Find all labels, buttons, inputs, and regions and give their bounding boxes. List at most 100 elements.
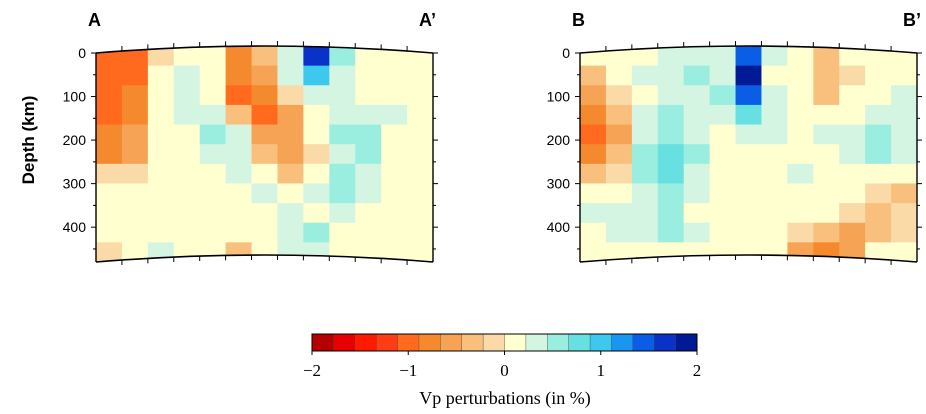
heatmap-cell <box>580 183 607 204</box>
frame-ticks <box>575 41 922 266</box>
heatmap-cell <box>761 163 788 185</box>
heatmap-cell <box>683 104 711 126</box>
heatmap-cell <box>580 163 607 185</box>
heatmap-cell <box>891 203 917 224</box>
heatmap-cell <box>865 65 892 86</box>
colorbar-swatch <box>333 333 356 352</box>
heatmap-cell <box>96 242 123 262</box>
heatmap-cell <box>303 183 330 204</box>
heatmap-cell <box>121 144 149 165</box>
heatmap-cell <box>605 242 633 262</box>
heatmap-cell <box>787 65 814 86</box>
heatmap-cell <box>147 85 175 106</box>
heatmap-cell <box>277 85 304 106</box>
heatmap-cell <box>709 144 737 165</box>
heatmap-cell <box>787 144 814 165</box>
heatmap-cell <box>277 163 304 185</box>
heatmap-cell <box>735 85 763 106</box>
heatmap-cell <box>813 144 840 165</box>
heatmap-cell <box>225 242 253 262</box>
heatmap-cell <box>251 144 279 165</box>
heatmap-cell <box>329 65 356 86</box>
heatmap-cell <box>813 163 840 185</box>
heatmap-cell <box>605 163 633 185</box>
heatmap-cell <box>381 104 408 126</box>
heatmap-cell <box>173 203 201 224</box>
heatmap-cell <box>891 46 917 67</box>
heatmap-cell <box>891 222 917 243</box>
heatmap-cell <box>303 144 330 165</box>
heatmap-cell <box>761 65 788 86</box>
heatmap-cell <box>251 183 279 204</box>
cross-section-panel-b: 0 100 200 300 400 B B’ <box>547 10 922 266</box>
section-end-label: B’ <box>903 10 921 30</box>
heatmap-cell <box>277 203 304 224</box>
heatmap-cell <box>173 124 201 145</box>
heatmap-cell <box>96 65 123 86</box>
heatmap-cell <box>891 85 917 106</box>
heatmap-cell <box>605 104 633 126</box>
heatmap-cell <box>225 144 253 165</box>
heatmap-cell <box>251 46 279 67</box>
colorbar-swatch <box>482 333 505 352</box>
colorbar-swatch <box>375 333 399 352</box>
depth-tick-label: 400 <box>63 219 87 235</box>
heatmap-cell <box>147 46 175 67</box>
heatmap-cell <box>381 163 408 185</box>
heatmap-cell <box>355 144 382 165</box>
heatmap-cell <box>121 242 149 262</box>
heatmap-cell <box>355 46 382 67</box>
heatmap-cell <box>251 203 279 224</box>
heatmap-cell <box>813 222 840 243</box>
heatmap-cell <box>735 163 763 185</box>
heatmap-cell <box>407 163 433 185</box>
heatmap-cell <box>839 144 866 165</box>
heatmap-cell <box>580 203 607 224</box>
heatmap-cell <box>839 104 866 126</box>
heatmap-cell <box>657 124 685 145</box>
heatmap-cell <box>761 85 788 106</box>
heatmap-cell <box>865 183 892 204</box>
heatmap-cell <box>683 85 711 106</box>
heatmap-cell <box>891 163 917 185</box>
section-start-label: B <box>572 10 585 30</box>
depth-tick-label: 300 <box>63 176 87 192</box>
colorbar-swatch <box>440 333 463 352</box>
depth-tick-label: 100 <box>63 89 87 105</box>
heatmap-cell <box>96 124 123 145</box>
heatmap-cell <box>580 65 607 86</box>
heatmap-cell <box>329 203 356 224</box>
heatmap-cell <box>277 46 304 67</box>
heatmap-cell <box>735 65 763 86</box>
heatmap-cell <box>277 183 304 204</box>
heatmap-cell <box>787 85 814 106</box>
heatmap-cell <box>277 104 304 126</box>
heatmap-cell <box>839 183 866 204</box>
heatmap-cell <box>329 222 356 243</box>
frame-ticks <box>91 41 438 266</box>
heatmap-cell <box>735 242 763 262</box>
heatmap-cell <box>709 85 737 106</box>
heatmap-cell <box>121 163 149 185</box>
heatmap-cell <box>813 104 840 126</box>
heatmap-cell <box>761 242 788 262</box>
heatmap-cell <box>355 222 382 243</box>
heatmap-cell <box>787 222 814 243</box>
heatmap-cell <box>381 222 408 243</box>
heatmap-cell <box>813 85 840 106</box>
heatmap-cell <box>683 222 711 243</box>
heatmap-cell <box>173 144 201 165</box>
heatmap-cell <box>173 104 201 126</box>
heatmap-cell <box>865 222 892 243</box>
heatmap-cell <box>761 124 788 145</box>
depth-tick-label: 0 <box>78 45 86 61</box>
heatmap-cell <box>121 124 149 145</box>
heatmap-cell <box>381 144 408 165</box>
heatmap-cell <box>355 203 382 224</box>
heatmap-cell <box>199 85 227 106</box>
heatmap-cell <box>251 222 279 243</box>
colorbar-label: Vp perturbations (in %) <box>419 388 590 409</box>
heatmap-cell <box>605 144 633 165</box>
colorbar-swatch <box>418 333 441 352</box>
heatmap-cell <box>709 222 737 243</box>
